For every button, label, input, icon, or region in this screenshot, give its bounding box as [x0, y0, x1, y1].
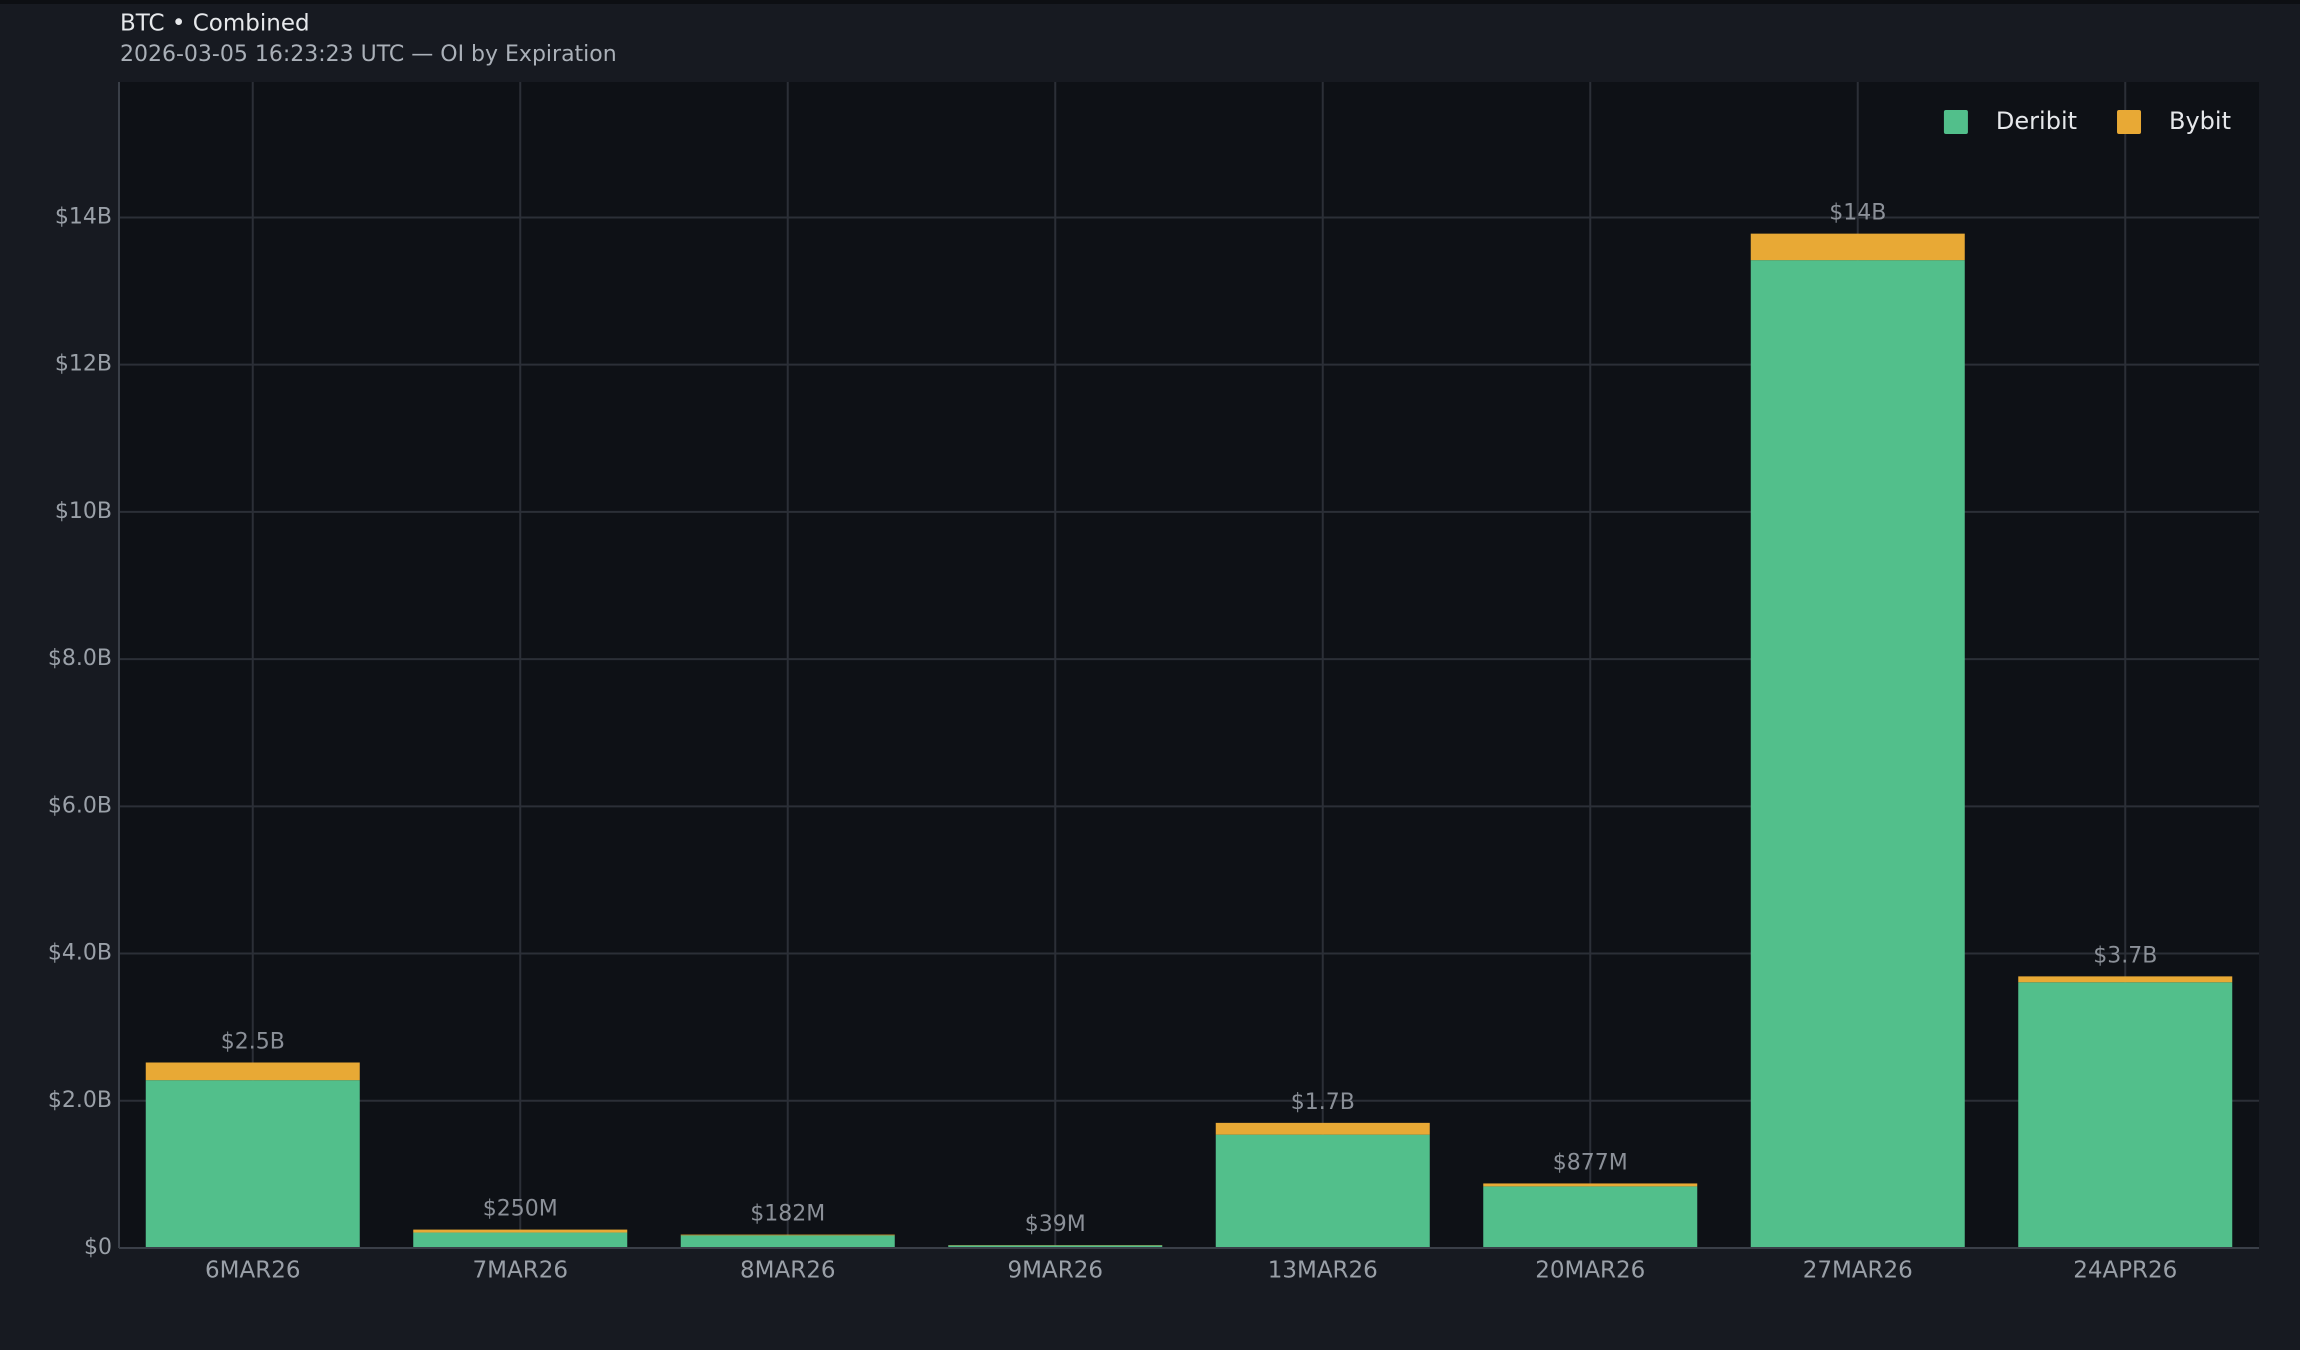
chart-subtitle: 2026-03-05 16:23:23 UTC — OI by Expirati… [120, 42, 617, 67]
bar-segment [413, 1232, 628, 1248]
x-tick-label: 13MAR26 [1268, 1258, 1378, 1284]
bar-segment [1750, 233, 1965, 261]
chart-title: BTC • Combined [120, 11, 310, 37]
bar-segment [1483, 1183, 1698, 1187]
y-tick-label: $14B [55, 204, 112, 229]
bar-segment [413, 1229, 628, 1233]
bar-segment [1483, 1186, 1698, 1248]
total-label: $250M [483, 1197, 558, 1222]
x-tick-label: 20MAR26 [1535, 1258, 1645, 1284]
bar-segment [2018, 976, 2233, 983]
y-tick-label: $12B [55, 352, 112, 377]
y-tick-label: $4.0B [48, 941, 112, 966]
y-tick-label: $8.0B [48, 646, 112, 671]
legend-swatch [1943, 110, 1968, 134]
total-label: $3.7B [2093, 943, 2157, 968]
x-tick-label: 24APR26 [2073, 1258, 2177, 1284]
bar-segment [1215, 1122, 1430, 1135]
x-tick-label: 27MAR26 [1803, 1258, 1913, 1284]
x-tick-label: 8MAR26 [740, 1258, 835, 1284]
y-tick-label: $0 [84, 1235, 112, 1260]
total-label: $877M [1553, 1150, 1628, 1175]
x-tick-label: 7MAR26 [473, 1258, 568, 1284]
legend-label: Deribit [1996, 107, 2077, 135]
bar-segment [680, 1235, 895, 1248]
x-tick-label: 9MAR26 [1008, 1258, 1103, 1284]
bar-segment [2018, 982, 2233, 1248]
y-tick-label: $2.0B [48, 1088, 112, 1113]
x-tick-label: 6MAR26 [205, 1258, 300, 1284]
bar-segment [145, 1062, 360, 1081]
total-label: $2.5B [221, 1030, 285, 1055]
total-label: $1.7B [1291, 1090, 1355, 1115]
legend-label: Bybit [2169, 107, 2231, 135]
bar-segment [1215, 1134, 1430, 1248]
top-border [0, 0, 2300, 4]
total-label: $14B [1829, 201, 1886, 226]
y-tick-label: $10B [55, 499, 112, 524]
bar-segment [1750, 260, 1965, 1248]
legend-swatch [2117, 110, 2142, 134]
total-label: $39M [1025, 1212, 1086, 1237]
bar-segment [145, 1080, 360, 1248]
bar-segment [680, 1234, 895, 1236]
total-label: $182M [750, 1202, 825, 1227]
y-tick-label: $6.0B [48, 793, 112, 818]
bar-segment [948, 1245, 1163, 1248]
